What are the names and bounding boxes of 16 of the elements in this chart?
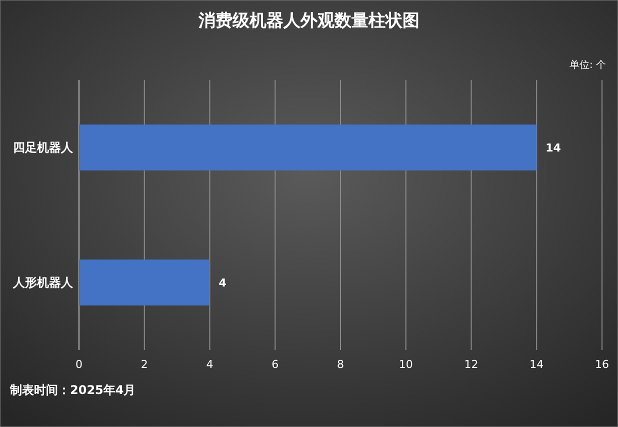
xtick: 14 <box>530 358 544 371</box>
annotation: 制表时间：2025年4月 <box>10 383 136 397</box>
xtick: 12 <box>464 358 478 371</box>
category: 人形机器人 <box>13 276 73 290</box>
xtick: 10 <box>398 358 413 371</box>
xtick: 8 <box>337 358 344 371</box>
category: 四足机器人 <box>13 140 73 154</box>
xtick: 4 <box>206 358 214 371</box>
data-label: 4 <box>218 276 226 290</box>
annotation: 单位: 个 <box>569 60 606 71</box>
xtick: 6 <box>272 358 279 371</box>
data-label: 14 <box>546 142 561 154</box>
xtick: 16 <box>595 358 609 371</box>
xtick: 0 <box>76 358 82 371</box>
xtick: 2 <box>140 358 148 371</box>
title: 消费级机器人外观数量柱状图 <box>198 11 420 31</box>
